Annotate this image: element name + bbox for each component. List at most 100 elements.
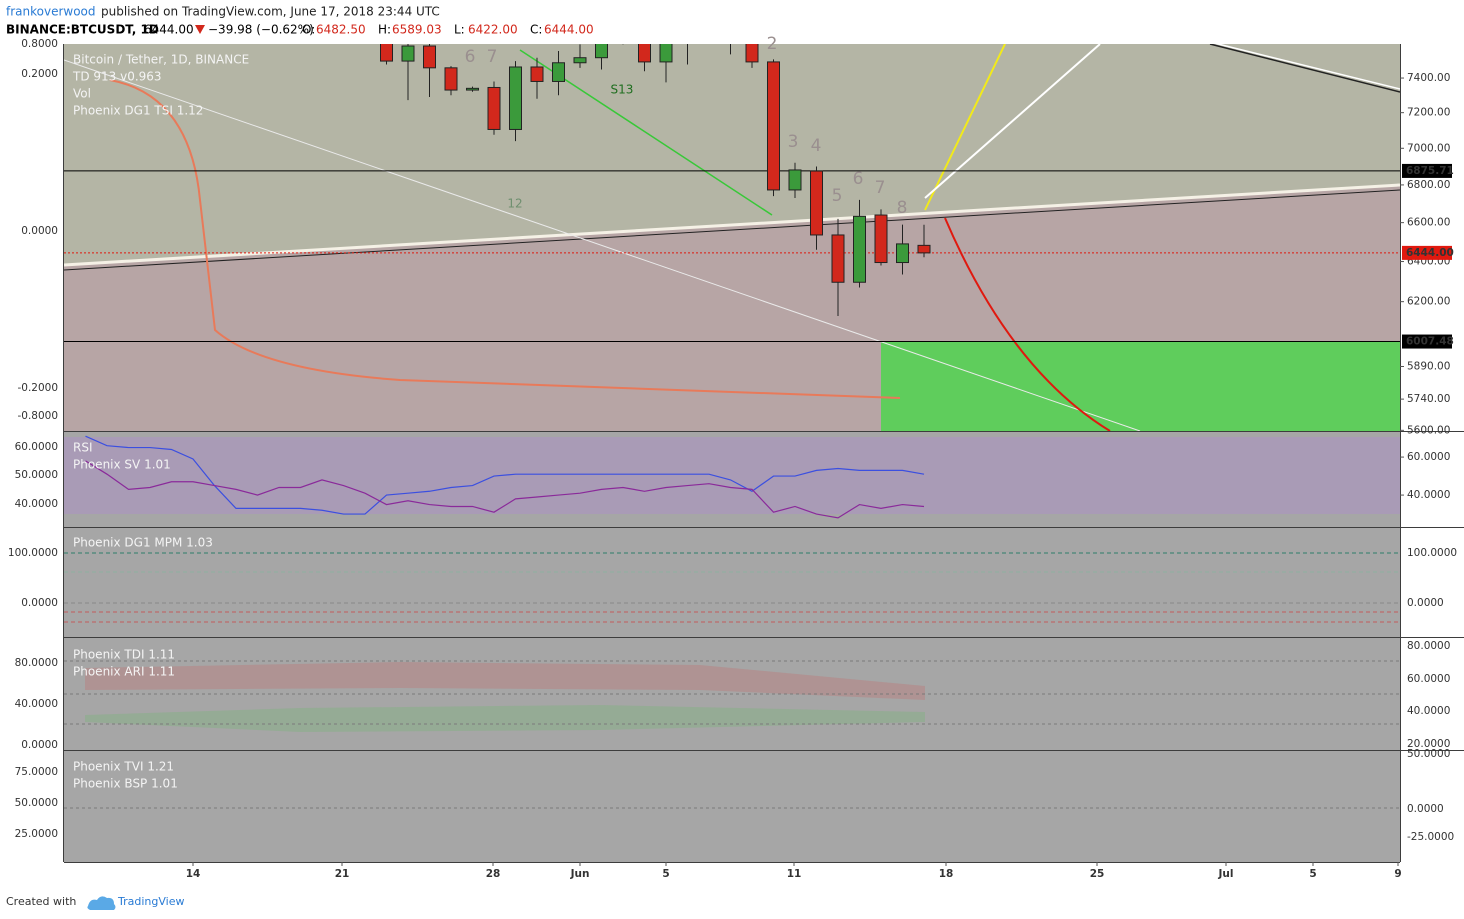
price-tag — [1402, 245, 1452, 260]
candle-body — [509, 66, 522, 130]
left-axis-label: 100.0000 — [8, 547, 58, 559]
ohlc: O: 6482.50 H: 6589.03 L: 6422.00 C: 6444.00 — [302, 23, 594, 37]
change: −39.98 (−0.62%) — [208, 23, 314, 37]
author[interactable]: frankoverwood — [6, 5, 96, 19]
y-tick-label: 5890.00 — [1407, 361, 1450, 373]
pane-legend: Phoenix ARI 1.11 — [73, 665, 175, 679]
x-tick-label: Jul — [1218, 868, 1234, 880]
mpm-pane — [64, 528, 1400, 637]
footer: Created with TradingView — [6, 895, 184, 910]
right-axis-label: 60.0000 — [1407, 673, 1450, 685]
tdi-upper-band — [85, 662, 925, 700]
candle-body — [659, 44, 673, 63]
right-axis-label: 80.0000 — [1407, 640, 1450, 652]
candle-body — [573, 57, 587, 64]
x-tick-label: 28 — [486, 868, 501, 880]
x-tick-label: 14 — [186, 868, 201, 880]
x-tick-label: 11 — [787, 868, 802, 880]
x-tick-label: 5 — [1309, 868, 1316, 880]
right-axis-label: -25.0000 — [1407, 831, 1454, 843]
ticks — [64, 77, 1404, 866]
td-count: 3 — [788, 132, 799, 152]
candle-body — [767, 61, 780, 191]
price-tag — [1402, 334, 1452, 349]
pane-dividers — [63, 44, 1464, 863]
left-axis-label: 0.0000 — [21, 597, 58, 609]
y-tick-label: 5600.00 — [1407, 424, 1450, 436]
y-tick-label: 40.0000 — [1407, 489, 1450, 501]
left-axis-label: 0.0000 — [21, 225, 58, 237]
td-count: 8 — [897, 198, 908, 218]
td-count: 7 — [487, 47, 498, 67]
symbol: BINANCE:BTCUSDT, 1D — [6, 23, 159, 37]
y-tick-label: 6200.00 — [1407, 296, 1450, 308]
td-count: 2 — [767, 34, 778, 54]
candle-body — [444, 67, 458, 91]
candle-body — [788, 169, 802, 191]
candle-body — [810, 170, 823, 236]
left-axis-label: 50.0000 — [15, 469, 58, 481]
td-count: 5 — [832, 186, 843, 206]
left-axis-label: -0.8000 — [17, 410, 58, 422]
pane-legend: TD 913 v0.963 — [72, 70, 162, 84]
candle-body — [466, 87, 479, 91]
right-axis-label: 50.0000 — [1407, 748, 1450, 760]
td-count: 6 — [853, 169, 864, 189]
candle-body — [401, 45, 415, 62]
candle-body — [552, 62, 565, 82]
pane-legend: Vol — [73, 87, 91, 101]
left-axis-label: 0.2000 — [21, 68, 58, 80]
right-axis-label: 0.0000 — [1407, 803, 1444, 815]
ohlc-value: 6444.00 — [544, 23, 594, 37]
right-axis-label: 100.0000 — [1407, 547, 1457, 559]
x-tick-label: 5 — [662, 868, 669, 880]
td-count: S13 — [611, 83, 634, 97]
rsi-line — [85, 460, 925, 519]
y-tick-label: 6600.00 — [1407, 217, 1450, 229]
pane-legend: Phoenix BSP 1.01 — [73, 777, 178, 791]
y-tick-label: 60.0000 — [1407, 451, 1450, 463]
left-axis-label: 60.0000 — [15, 441, 58, 453]
tradingview-logo[interactable] — [87, 896, 116, 910]
rsi-band — [64, 437, 1400, 514]
mpm-levels — [64, 552, 1400, 623]
ohlc-value: 6589.03 — [392, 23, 442, 37]
left-axis-label: 0.8000 — [21, 38, 58, 50]
td-count: 12 — [507, 197, 522, 211]
footer-brand[interactable]: TradingView — [117, 895, 184, 908]
right-axis-label: 20.0000 — [1407, 738, 1450, 750]
x-tick-label: 18 — [939, 868, 954, 880]
left-axis-label: -0.2000 — [17, 382, 58, 394]
x-tick-label: Jun — [570, 868, 590, 880]
x-tick-label: 9 — [1394, 868, 1401, 880]
published: published on TradingView.com, June 17, 2… — [101, 5, 440, 19]
tdi-levels — [64, 660, 1400, 809]
candle-body — [638, 44, 651, 63]
right-axis-label: 0.0000 — [1407, 597, 1444, 609]
td-count: 6 — [465, 47, 476, 67]
pane-legend: Phoenix SV 1.01 — [73, 458, 171, 472]
candle-body — [530, 66, 544, 82]
candle-body — [853, 215, 866, 283]
td-count: 7 — [875, 178, 886, 198]
ohlc-label: C: — [530, 23, 542, 37]
ohlc-value: 6422.00 — [468, 23, 518, 37]
price-tag — [1402, 163, 1452, 178]
target-zone — [881, 341, 1400, 431]
y-tick-label: 7400.00 — [1407, 72, 1450, 84]
down-arrow — [195, 25, 205, 34]
price-tag-label: 6875.71 — [1406, 165, 1454, 177]
ohlc-label: H: — [378, 23, 391, 37]
drawings — [64, 44, 1400, 431]
right-axis-label: 40.0000 — [1407, 705, 1450, 717]
last-price: 6444.00 — [144, 23, 194, 37]
candle-body — [595, 44, 608, 59]
left-axis-label: 40.0000 — [15, 698, 58, 710]
labels: 7400.007200.007000.006800.006600.006400.… — [8, 34, 1457, 880]
price-tag-label: 6007.48 — [1406, 336, 1454, 348]
y-tick-label: 6800.00 — [1407, 179, 1450, 191]
candle-body — [380, 44, 393, 62]
left-axis-label: 25.0000 — [15, 828, 58, 840]
y-tick-label: 7000.00 — [1407, 142, 1450, 154]
